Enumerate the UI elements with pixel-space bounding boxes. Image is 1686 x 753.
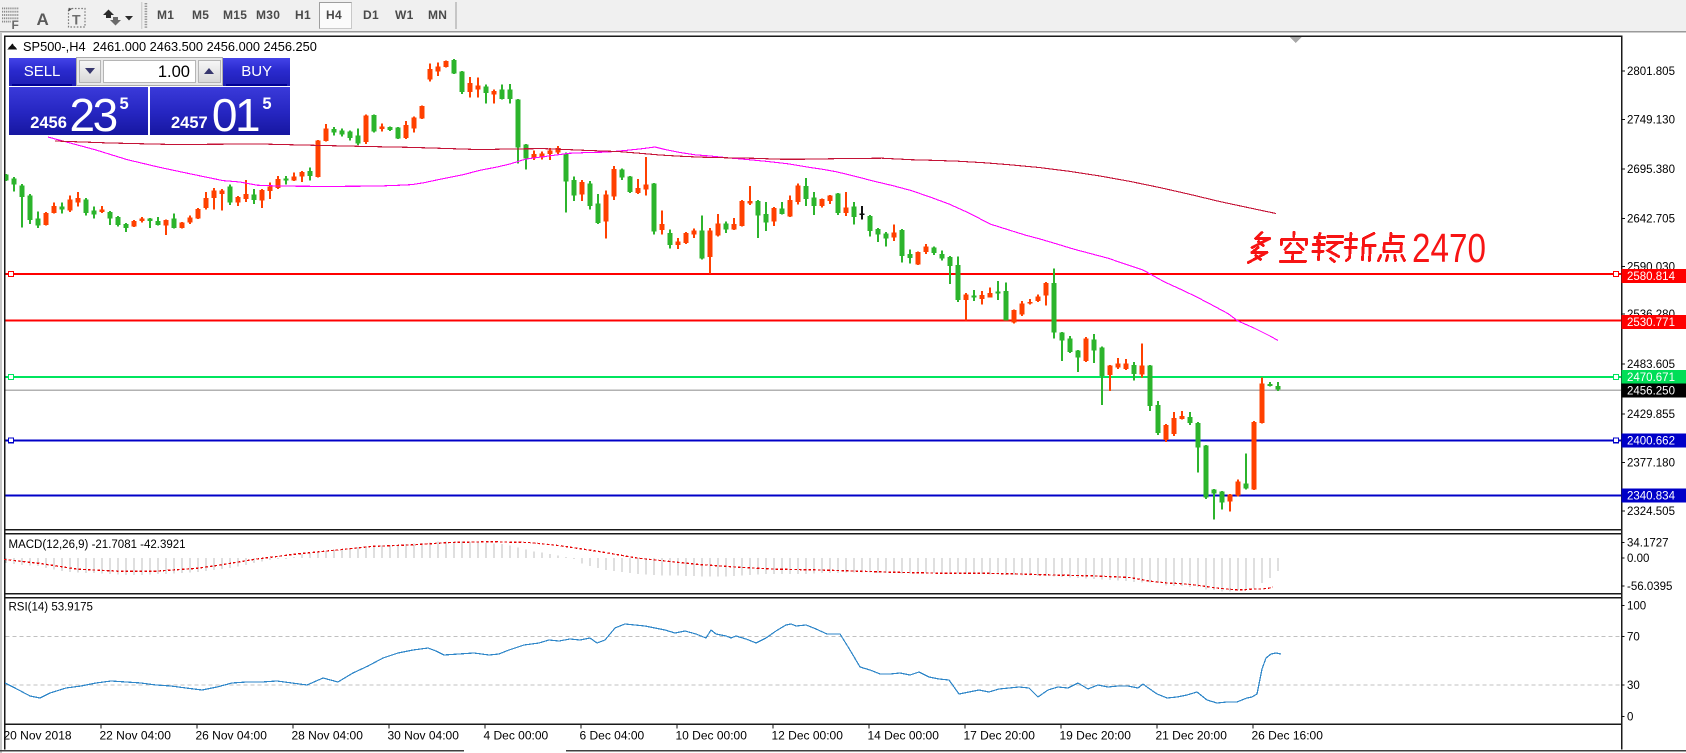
svg-text:26 Dec 16:00: 26 Dec 16:00 bbox=[1252, 729, 1324, 743]
svg-text:-56.0395: -56.0395 bbox=[1627, 581, 1672, 593]
svg-text:4 Dec 00:00: 4 Dec 00:00 bbox=[484, 729, 549, 743]
svg-text:2695.380: 2695.380 bbox=[1627, 164, 1675, 176]
svg-text:2801.805: 2801.805 bbox=[1627, 66, 1675, 78]
svg-text:22 Nov 04:00: 22 Nov 04:00 bbox=[100, 729, 172, 743]
svg-text:T: T bbox=[72, 12, 81, 28]
svg-text:2377.180: 2377.180 bbox=[1627, 458, 1675, 470]
svg-text:20 Nov 2018: 20 Nov 2018 bbox=[4, 729, 72, 743]
svg-text:2749.130: 2749.130 bbox=[1627, 115, 1675, 127]
svg-text:0: 0 bbox=[1627, 712, 1633, 724]
svg-text:17 Dec 20:00: 17 Dec 20:00 bbox=[964, 729, 1036, 743]
svg-text:100: 100 bbox=[1627, 601, 1646, 613]
svg-text:26 Nov 04:00: 26 Nov 04:00 bbox=[196, 729, 268, 743]
svg-text:2456.250: 2456.250 bbox=[1627, 386, 1675, 398]
svg-text:0.00: 0.00 bbox=[1627, 553, 1649, 565]
svg-text:34.1727: 34.1727 bbox=[1627, 538, 1669, 550]
svg-text:6 Dec 04:00: 6 Dec 04:00 bbox=[580, 729, 645, 743]
svg-text:10 Dec 00:00: 10 Dec 00:00 bbox=[676, 729, 748, 743]
svg-text:28 Nov 04:00: 28 Nov 04:00 bbox=[292, 729, 364, 743]
svg-text:19 Dec 20:00: 19 Dec 20:00 bbox=[1060, 729, 1132, 743]
svg-text:70: 70 bbox=[1627, 631, 1640, 643]
svg-text:RSI(14) 53.9175: RSI(14) 53.9175 bbox=[9, 602, 93, 614]
svg-text:21 Dec 20:00: 21 Dec 20:00 bbox=[1156, 729, 1228, 743]
svg-text:2400.662: 2400.662 bbox=[1627, 435, 1675, 447]
svg-text:2483.605: 2483.605 bbox=[1627, 359, 1675, 371]
svg-text:2340.834: 2340.834 bbox=[1627, 491, 1676, 503]
svg-text:2530.771: 2530.771 bbox=[1627, 317, 1675, 329]
svg-text:SP500-,H4 2461.000 2463.500 2: SP500-,H4 2461.000 2463.500 2456.000 245… bbox=[23, 39, 317, 54]
svg-text:12 Dec 00:00: 12 Dec 00:00 bbox=[772, 729, 844, 743]
svg-text:2470: 2470 bbox=[1412, 225, 1486, 271]
svg-text:14 Dec 00:00: 14 Dec 00:00 bbox=[868, 729, 940, 743]
svg-text:30 Nov 04:00: 30 Nov 04:00 bbox=[388, 729, 460, 743]
svg-text:2429.855: 2429.855 bbox=[1627, 409, 1675, 421]
svg-text:2580.814: 2580.814 bbox=[1627, 271, 1676, 283]
svg-text:2470.671: 2470.671 bbox=[1627, 372, 1675, 384]
svg-text:A: A bbox=[37, 10, 49, 29]
svg-text:F: F bbox=[12, 18, 19, 31]
svg-text:MACD(12,26,9) -21.7081 -42.392: MACD(12,26,9) -21.7081 -42.3921 bbox=[9, 539, 186, 551]
svg-text:2642.705: 2642.705 bbox=[1627, 214, 1675, 226]
svg-text:30: 30 bbox=[1627, 680, 1640, 692]
svg-text:2324.505: 2324.505 bbox=[1627, 506, 1675, 518]
